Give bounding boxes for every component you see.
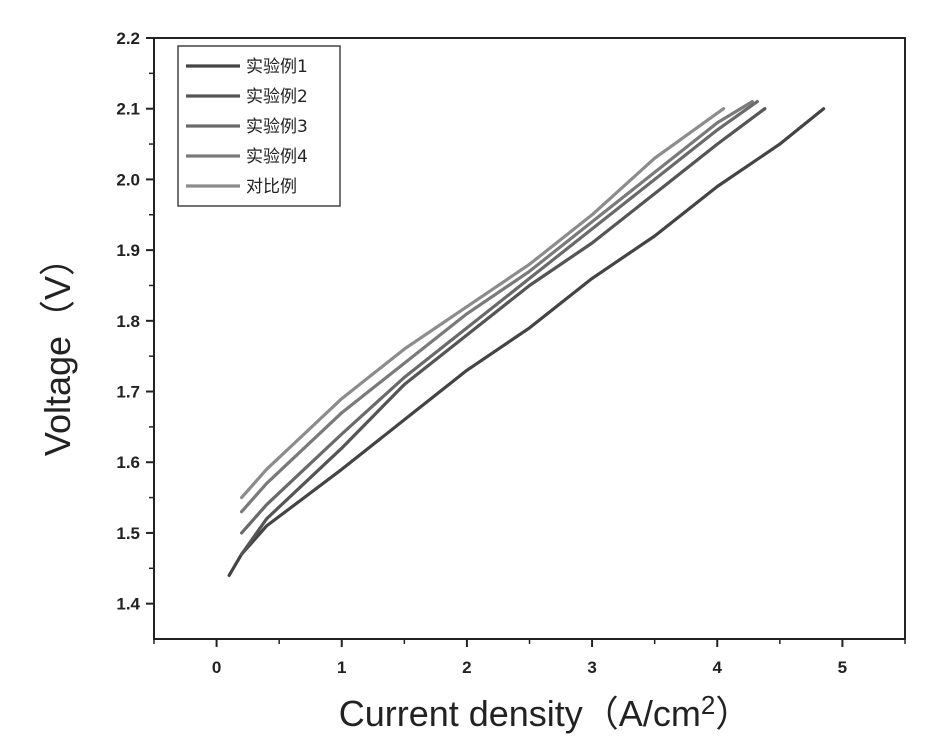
x-tick-label: 5 xyxy=(838,658,847,677)
y-tick-label: 1.8 xyxy=(116,312,140,331)
x-tick-label: 3 xyxy=(587,658,596,677)
legend-label: 对比例 xyxy=(246,177,297,197)
legend: 实验例1 实验例2 实验例3 实验例4 对比例 xyxy=(178,46,340,206)
x-axis-title-main: Current density（A/cm xyxy=(339,693,701,734)
y-tick-label: 1.6 xyxy=(116,453,140,472)
legend-label: 实验例1 xyxy=(246,57,308,77)
x-axis-title-superscript: 2 xyxy=(701,690,715,720)
y-tick-label: 1.4 xyxy=(116,595,140,614)
x-tick-label: 2 xyxy=(462,658,471,677)
y-tick-label: 2.1 xyxy=(116,100,140,119)
y-tick-label: 1.9 xyxy=(116,241,140,260)
legend-label: 实验例3 xyxy=(246,117,308,137)
y-tick-label: 2.0 xyxy=(116,170,140,189)
y-tick-label: 1.5 xyxy=(116,524,140,543)
x-axis-ticks: 0 1 2 3 4 5 xyxy=(154,639,905,677)
legend-label: 实验例4 xyxy=(246,147,308,167)
x-axis-title-close: ） xyxy=(715,693,751,734)
y-axis-title: Voltage（V） xyxy=(37,240,78,456)
x-axis-title: Current density（A/cm2） xyxy=(339,690,752,734)
y-tick-label: 2.2 xyxy=(116,29,140,48)
x-tick-label: 4 xyxy=(713,658,723,677)
legend-label: 实验例2 xyxy=(246,87,308,107)
y-axis-ticks: 1.4 1.5 1.6 1.7 1.8 1.9 2.0 2.1 2.2 xyxy=(116,29,154,614)
y-tick-label: 1.7 xyxy=(116,383,140,402)
x-tick-label: 0 xyxy=(212,658,221,677)
x-tick-label: 1 xyxy=(337,658,346,677)
